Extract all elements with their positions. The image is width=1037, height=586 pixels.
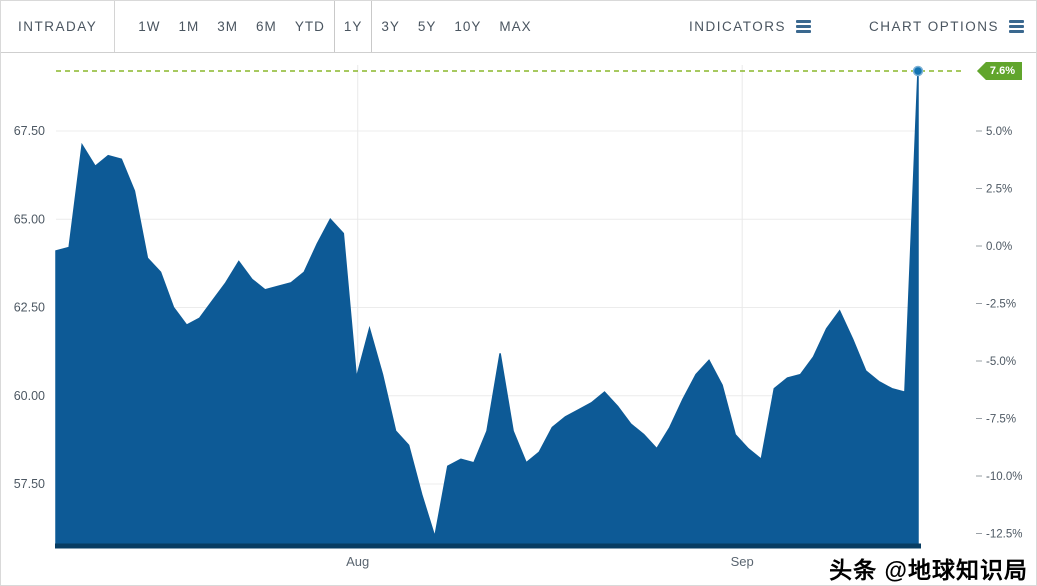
menu-icon [1009, 18, 1024, 36]
intraday-button[interactable]: INTRADAY [1, 1, 116, 52]
chart-options-label: CHART OPTIONS [868, 19, 999, 34]
range-button-5y[interactable]: 5Y [417, 19, 437, 34]
right-axis-label: -5.0% [986, 356, 1016, 368]
left-axis-label: 65.00 [14, 212, 45, 226]
right-axis-label: -7.5% [986, 414, 1016, 426]
indicators-label: INDICATORS [688, 19, 786, 34]
area-series [55, 70, 919, 547]
indicators-button[interactable]: INDICATORS [689, 18, 811, 36]
toolbar-right-group: INDICATORS CHART OPTIONS [689, 18, 1036, 36]
range-button-1m[interactable]: 1M [178, 19, 200, 34]
chart-toolbar: INTRADAY 1W 1M 3M 6M YTD 1Y 3Y 5Y 10Y MAX INDICAT… [1, 1, 1036, 53]
range-button-3y[interactable]: 3Y [381, 19, 400, 34]
left-axis-label: 62.50 [14, 301, 45, 315]
range-button-1y[interactable]: 1Y [333, 1, 373, 52]
range-button-3m[interactable]: 3M [217, 19, 239, 34]
last-point-marker [912, 65, 924, 77]
right-axis-label: -12.5% [986, 529, 1022, 541]
last-price-badge: 7.6% [976, 61, 1022, 80]
left-axis-label: 67.50 [14, 124, 45, 138]
range-button-max[interactable]: MAX [499, 19, 532, 34]
watermark: 头条 @地球知识局 [829, 557, 1028, 583]
range-button-1w[interactable]: 1W [138, 19, 161, 34]
left-axis-label: 60.00 [14, 389, 45, 403]
menu-icon [795, 18, 811, 36]
range-selector: 1W 1M 3M 6M YTD 1Y 3Y 5Y 10Y MAX [129, 1, 540, 52]
range-button-10y[interactable]: 10Y [454, 19, 482, 34]
left-axis-label: 57.50 [14, 477, 45, 491]
x-axis-label: Aug [346, 554, 369, 569]
price-chart[interactable]: 67.50 65.00 62.50 60.00 57.50 5.0% 2.5% 0.0% -2.… [1, 53, 1036, 585]
x-axis-label: Sep [731, 554, 754, 569]
chart-options-button[interactable]: CHART OPTIONS [869, 18, 1024, 36]
right-axis-label: 5.0% [986, 126, 1012, 138]
chart-area[interactable]: 67.50 65.00 62.50 60.00 57.50 5.0% 2.5% 0.0% -2.… [1, 53, 1036, 585]
range-button-ytd[interactable]: YTD [294, 19, 325, 34]
right-axis-label: -10.0% [986, 471, 1022, 483]
range-button-6m[interactable]: 6M [256, 19, 277, 34]
right-axis-label: -2.5% [986, 299, 1016, 311]
right-axis-label: 0.0% [986, 241, 1012, 253]
right-axis-label: 2.5% [986, 184, 1012, 196]
